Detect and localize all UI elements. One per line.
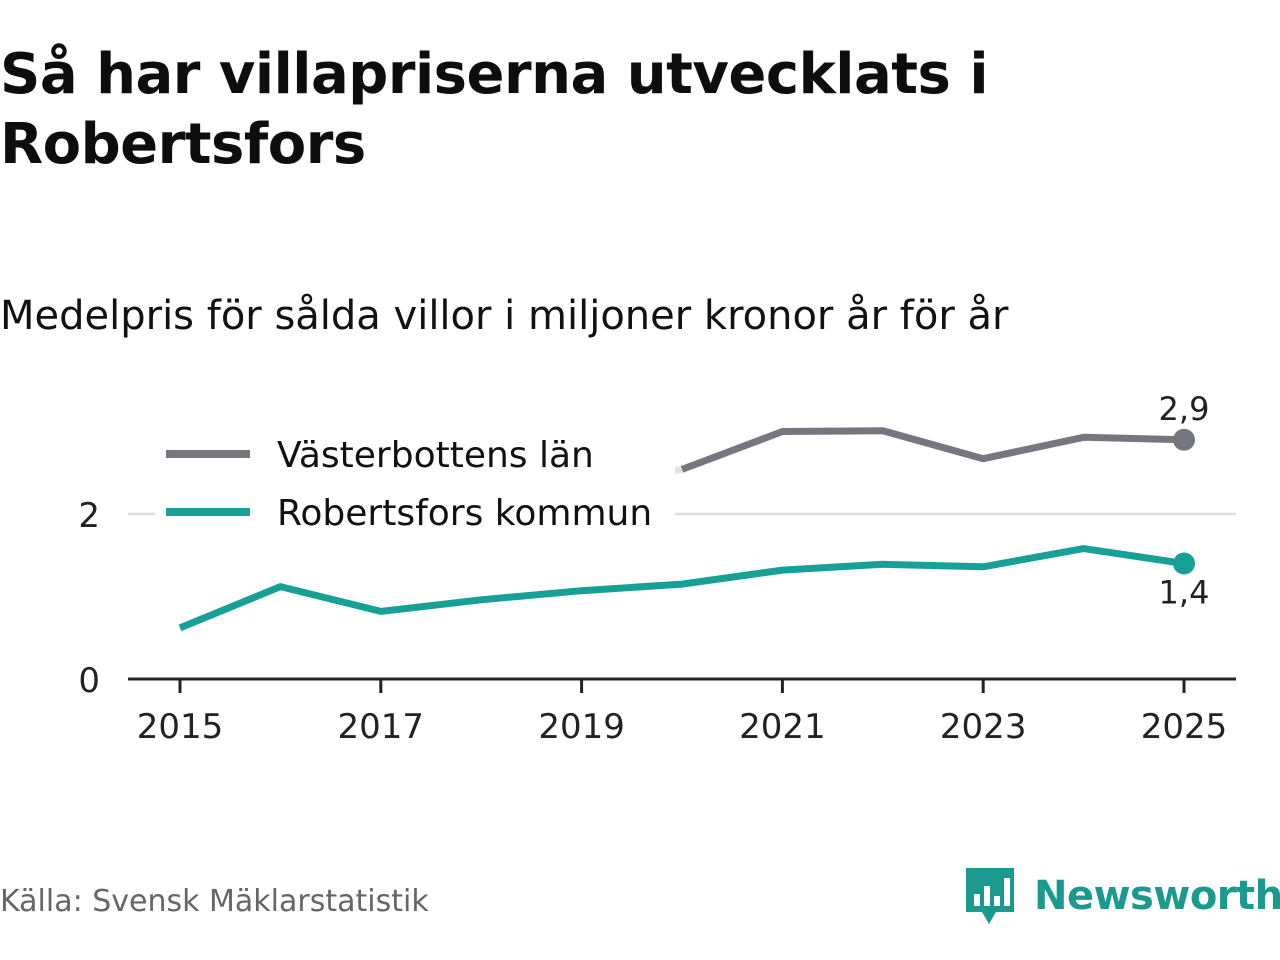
chart-title: Så har villapriserna utvecklats i Robert… (0, 42, 989, 177)
end-marker-robertsfors (1173, 552, 1195, 575)
axes: 0 2 2015 2017 2019 2021 2023 2025 (78, 496, 1236, 747)
y-tick-label-0: 0 (78, 661, 100, 701)
x-tick-label-2021: 2021 (739, 707, 826, 747)
end-label-vasterbotten: 2,9 (1159, 390, 1210, 428)
x-tick-label-2015: 2015 (137, 707, 224, 747)
brand-logo: Newsworthy (964, 866, 1280, 926)
legend: Västerbottens län Robertsfors kommun (155, 425, 675, 543)
brand-name: Newsworthy (1034, 873, 1280, 919)
series-line-vasterbotten (680, 427, 1185, 473)
x-tick-label-2023: 2023 (940, 707, 1027, 747)
series-line-robertsfors (178, 545, 1185, 632)
x-tick-label-2025: 2025 (1141, 707, 1228, 747)
x-tick-label-2017: 2017 (338, 707, 425, 747)
legend-background (155, 425, 675, 543)
y-tick-label-2: 2 (78, 496, 100, 536)
end-label-robertsfors: 1,4 (1159, 574, 1210, 612)
legend-label-robertsfors: Robertsfors kommun (277, 493, 652, 534)
end-markers: 2,9 1,4 (1159, 390, 1210, 612)
source-note: Källa: Svensk Mäklarstatistik (0, 884, 429, 919)
chart-subtitle: Medelpris för sålda villor i miljoner kr… (0, 293, 1009, 339)
newsworthy-logo-icon (966, 868, 1014, 924)
legend-label-vasterbotten: Västerbottens län (277, 435, 594, 476)
x-tick-label-2019: 2019 (538, 707, 625, 747)
end-marker-vasterbotten (1173, 428, 1195, 451)
